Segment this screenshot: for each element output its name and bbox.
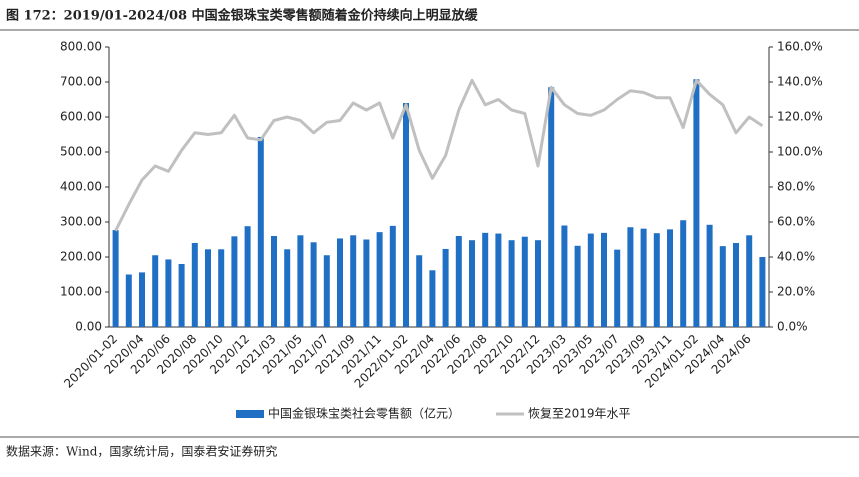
bar [284,249,291,327]
bar [653,233,660,327]
bar [125,274,132,327]
legend-label: 恢复至2019年水平 [528,407,631,421]
bar [733,243,739,327]
bar [535,240,541,327]
bar [574,245,581,327]
y-tick-label: 200.00 [60,250,102,264]
bar [627,227,634,327]
bar [112,230,119,327]
bar [495,233,502,327]
bar [759,257,766,327]
bar [521,236,528,327]
legend-swatch [236,410,264,418]
bar [667,229,673,327]
y-tick-label: 300.00 [60,215,102,229]
bar [429,270,436,327]
bar [403,103,409,327]
bar [706,224,713,327]
y2-tick-label: 100.0% [777,145,823,159]
bar [257,136,264,327]
bar [376,232,383,327]
bar [587,233,594,327]
bar [165,259,172,327]
chart-title: 图 172：2019/01-2024/08 中国金银珠宝类零售额随着金价持续向上… [6,8,479,24]
y-tick-label: 800.00 [60,40,102,54]
line [114,78,764,232]
bar [152,255,159,327]
bar [337,238,343,327]
bar [231,236,238,327]
y-tick-label: 600.00 [60,110,102,124]
y-tick-label: 0.00 [75,320,102,334]
bar [389,225,396,327]
bar [271,236,277,327]
bar [693,79,700,327]
bar [310,242,317,327]
y-tick-label: 500.00 [60,145,102,159]
y2-tick-label: 40.0% [777,250,815,264]
y2-tick-label: 120.0% [777,110,823,124]
legend-label: 中国金银珠宝类社会零售额（亿元） [268,406,460,421]
y2-tick-label: 20.0% [777,285,815,299]
bar [178,264,185,327]
bar [680,220,687,327]
bar [416,255,423,327]
bar [363,239,370,327]
y-tick-label: 400.00 [60,180,102,194]
bar [350,235,357,327]
bar [218,249,225,327]
bar [719,246,726,327]
y2-tick-label: 80.0% [777,180,815,194]
bar [548,87,555,327]
source: 数据来源：Wind，国家统计局，国泰君安证券研究 [6,444,277,459]
y-tick-label: 100.00 [60,285,102,299]
bar [469,240,475,327]
bar [455,236,462,327]
bar [561,225,568,327]
bar [323,255,330,327]
y2-tick-label: 140.0% [777,75,823,89]
y2-tick-label: 60.0% [777,215,815,229]
bar [442,248,449,327]
bar [614,249,621,327]
bar [482,232,489,327]
bar [601,232,607,327]
bar [139,272,145,327]
y-tick-label: 700.00 [60,75,102,89]
bar [640,228,647,327]
bar [508,240,515,327]
bar [746,235,753,327]
bar [191,243,198,327]
bar [297,235,304,327]
bar [205,249,211,327]
bar [244,226,251,327]
y2-tick-label: 0.0% [777,320,808,334]
y2-tick-label: 160.0% [777,40,823,54]
